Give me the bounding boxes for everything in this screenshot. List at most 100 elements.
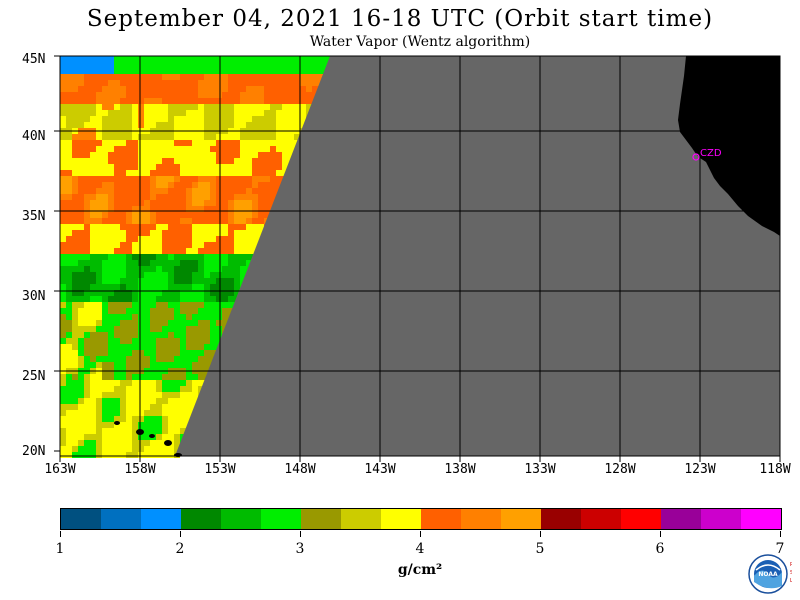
swath-pixel xyxy=(180,392,186,398)
swath-pixel xyxy=(150,296,156,302)
swath-pixel xyxy=(108,386,114,392)
swath-pixel xyxy=(288,74,294,80)
swath-pixel xyxy=(192,320,198,326)
swath-pixel xyxy=(126,284,132,290)
swath-pixel xyxy=(156,254,162,260)
swath-pixel xyxy=(186,182,192,188)
swath-pixel xyxy=(162,92,168,98)
swath-pixel xyxy=(78,224,84,230)
colorbar-tick xyxy=(420,531,421,537)
swath-pixel xyxy=(120,80,126,86)
swath-pixel xyxy=(66,362,72,368)
swath-pixel xyxy=(72,350,78,356)
swath-pixel xyxy=(252,98,258,104)
swath-pixel xyxy=(174,230,180,236)
swath-pixel xyxy=(138,392,144,398)
swath-pixel xyxy=(108,194,114,200)
swath-pixel xyxy=(60,440,66,446)
swath-pixel xyxy=(102,278,108,284)
swath-pixel xyxy=(270,158,276,164)
swath-pixel xyxy=(162,398,168,404)
swath-pixel xyxy=(210,146,216,152)
swath-pixel xyxy=(186,380,192,386)
swath-pixel xyxy=(216,308,222,314)
swath-pixel xyxy=(174,170,180,176)
swath-pixel xyxy=(204,170,210,176)
swath-pixel xyxy=(108,206,114,212)
swath-pixel xyxy=(174,104,180,110)
swath-pixel xyxy=(66,254,72,260)
swath-pixel xyxy=(78,416,84,422)
swath-pixel xyxy=(120,236,126,242)
swath-pixel xyxy=(60,434,66,440)
swath-pixel xyxy=(180,386,186,392)
swath-pixel xyxy=(210,344,216,350)
swath-pixel xyxy=(126,68,132,74)
swath-pixel xyxy=(150,266,156,272)
swath-pixel xyxy=(96,266,102,272)
swath-pixel xyxy=(192,164,198,170)
swath-pixel xyxy=(120,134,126,140)
lat-label-30n: 30N xyxy=(22,289,46,304)
swath-pixel xyxy=(180,344,186,350)
swath-pixel xyxy=(252,80,258,86)
swath-pixel xyxy=(120,296,126,302)
swath-pixel xyxy=(210,254,216,260)
swath-pixel xyxy=(90,98,96,104)
swath-pixel xyxy=(216,194,222,200)
swath-pixel xyxy=(204,266,210,272)
swath-pixel xyxy=(102,380,108,386)
swath-pixel xyxy=(114,194,120,200)
swath-pixel xyxy=(162,104,168,110)
swath-pixel xyxy=(198,116,204,122)
swath-pixel xyxy=(114,416,120,422)
swath-pixel xyxy=(300,68,306,74)
swath-pixel xyxy=(168,140,174,146)
swath-pixel xyxy=(78,422,84,428)
swath-pixel xyxy=(234,254,240,260)
swath-pixel xyxy=(84,422,90,428)
swath-pixel xyxy=(72,80,78,86)
swath-pixel xyxy=(138,350,144,356)
swath-pixel xyxy=(252,224,258,230)
swath-pixel xyxy=(138,416,144,422)
swath-pixel xyxy=(198,218,204,224)
swath-pixel xyxy=(132,230,138,236)
swath-pixel xyxy=(60,350,66,356)
swath-pixel xyxy=(126,254,132,260)
swath-pixel xyxy=(156,224,162,230)
swath-pixel xyxy=(60,236,66,242)
swath-pixel xyxy=(204,146,210,152)
swath-pixel xyxy=(84,440,90,446)
swath-pixel xyxy=(120,98,126,104)
swath-pixel xyxy=(300,62,306,68)
swath-pixel xyxy=(234,92,240,98)
swath-pixel xyxy=(186,110,192,116)
swath-pixel xyxy=(174,272,180,278)
swath-pixel xyxy=(144,218,150,224)
swath-pixel xyxy=(126,134,132,140)
swath-pixel xyxy=(240,212,246,218)
swath-pixel xyxy=(108,56,114,62)
swath-pixel xyxy=(120,194,126,200)
swath-pixel xyxy=(204,314,210,320)
swath-pixel xyxy=(198,248,204,254)
swath-pixel xyxy=(90,362,96,368)
swath-pixel xyxy=(264,116,270,122)
swath-pixel xyxy=(156,410,162,416)
swath-pixel xyxy=(276,104,282,110)
swath-pixel xyxy=(102,302,108,308)
swath-pixel xyxy=(168,182,174,188)
swath-pixel xyxy=(90,428,96,434)
swath-pixel xyxy=(294,56,300,62)
swath-pixel xyxy=(210,278,216,284)
swath-pixel xyxy=(78,170,84,176)
swath-pixel xyxy=(66,398,72,404)
swath-pixel xyxy=(198,200,204,206)
swath-pixel xyxy=(198,176,204,182)
swath-pixel xyxy=(72,308,78,314)
swath-pixel xyxy=(216,122,222,128)
swath-pixel xyxy=(96,200,102,206)
swath-pixel xyxy=(102,146,108,152)
swath-pixel xyxy=(150,206,156,212)
